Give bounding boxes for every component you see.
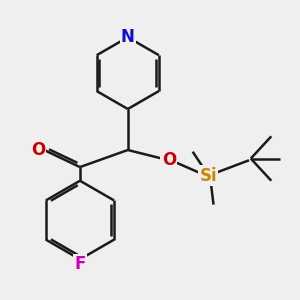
- Text: O: O: [162, 151, 176, 169]
- Text: N: N: [121, 28, 135, 46]
- Text: F: F: [74, 255, 86, 273]
- Text: Si: Si: [199, 167, 217, 184]
- Text: O: O: [31, 141, 45, 159]
